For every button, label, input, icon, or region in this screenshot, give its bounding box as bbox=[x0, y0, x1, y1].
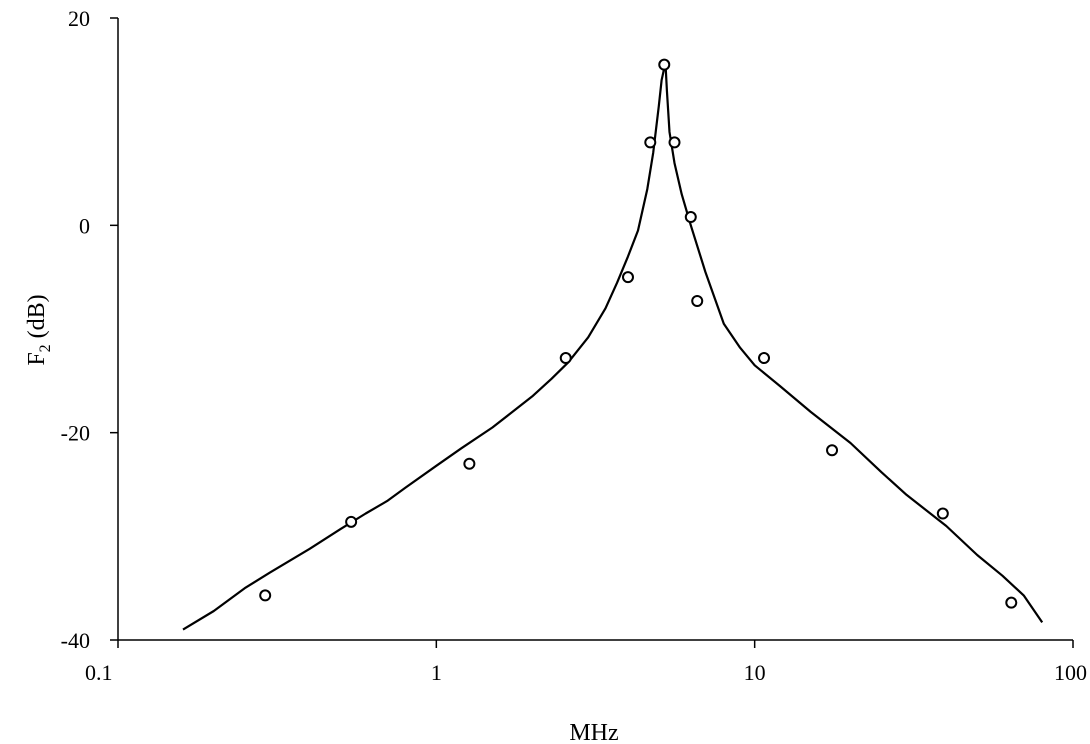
x-tick-label: 10 bbox=[744, 660, 766, 685]
x-axis-title: MHz bbox=[569, 720, 618, 744]
data-point bbox=[1005, 596, 1018, 609]
data-markers bbox=[259, 58, 1018, 609]
data-point bbox=[826, 444, 839, 457]
fitted-curve bbox=[182, 64, 1044, 631]
data-point bbox=[684, 211, 697, 224]
data-point bbox=[463, 457, 476, 470]
y-axis-title-unit: (dB) bbox=[24, 294, 50, 344]
data-point bbox=[936, 507, 949, 520]
data-point bbox=[345, 515, 358, 528]
x-ticks: 0.1 1 10 100 bbox=[85, 640, 1087, 685]
data-point bbox=[621, 271, 634, 284]
y-tick-label: 0 bbox=[79, 213, 90, 238]
y-tick-label: 20 bbox=[68, 6, 90, 31]
y-ticks: 20 0 -20 -40 bbox=[61, 6, 118, 653]
data-point bbox=[658, 58, 671, 71]
y-axis-title-main: F bbox=[24, 352, 50, 365]
y-tick-label: -20 bbox=[61, 421, 90, 446]
x-tick-label: 1 bbox=[431, 660, 442, 685]
data-point bbox=[259, 589, 272, 602]
data-point bbox=[668, 136, 681, 149]
data-point bbox=[691, 295, 704, 308]
x-tick-label: 0.1 bbox=[85, 660, 113, 685]
data-point bbox=[758, 352, 771, 365]
y-axis-title-subscript: 2 bbox=[37, 344, 54, 352]
x-tick-label: 100 bbox=[1054, 660, 1087, 685]
data-point bbox=[559, 352, 572, 365]
y-axis-title: F2 (dB) bbox=[24, 294, 54, 365]
data-point bbox=[644, 136, 657, 149]
y-tick-label: -40 bbox=[61, 628, 90, 653]
